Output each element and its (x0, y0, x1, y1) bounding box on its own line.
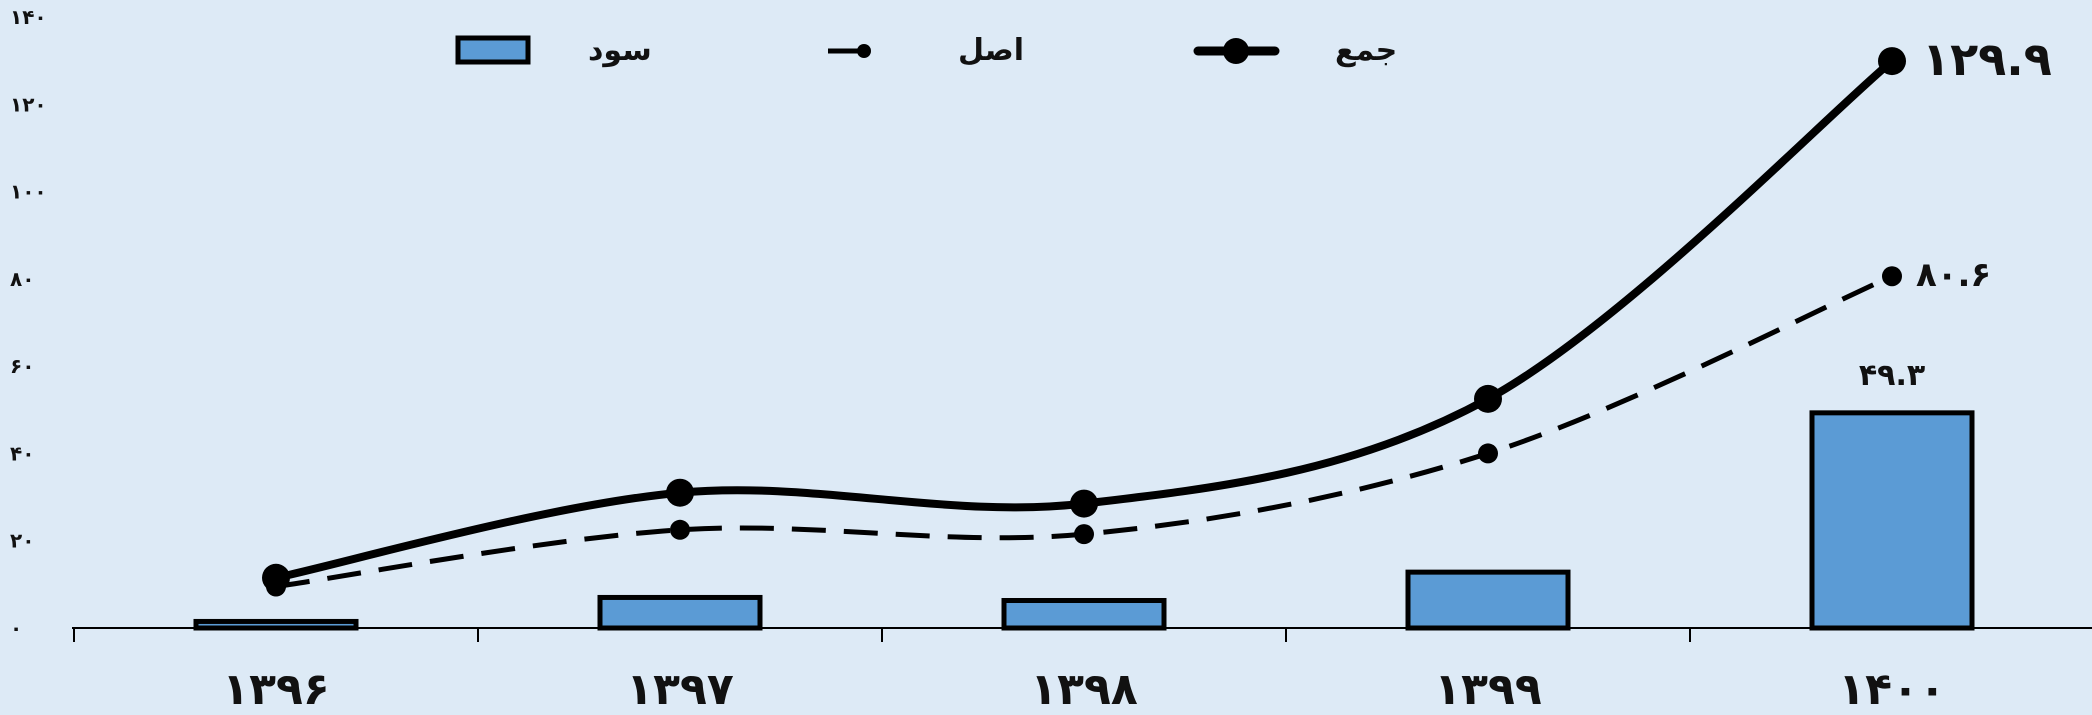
total-point (1474, 384, 1502, 413)
profit-bar (1809, 410, 1975, 631)
x-tick-label: ۱۴۰۰ (1838, 664, 1945, 715)
x-tick-label: ۱۳۹۹ (1434, 664, 1541, 715)
y-tick-label: ۸۰ (10, 267, 34, 291)
data-labels: ۱۲۹.۹ ۸۰.۶ ۴۹.۳ (1859, 32, 2052, 393)
y-tick-label: ۱۲۰ (10, 92, 47, 116)
legend-profit-swatch (455, 35, 531, 65)
y-axis-ticks: ۰ ۲۰ ۴۰ ۶۰ ۸۰ ۱۰۰ ۱۲۰ ۱۴۰ (10, 5, 47, 640)
x-tick-label: ۱۳۹۶ (222, 664, 329, 715)
profit-bar (1405, 569, 1571, 631)
y-tick-label: ۶۰ (10, 354, 34, 378)
y-tick-label: ۱۰۰ (10, 180, 47, 204)
total-point (1878, 47, 1906, 76)
legend-principal-label: اصل (958, 33, 1024, 68)
profit-bar (597, 594, 763, 631)
legend-total-label: جمع (1335, 33, 1397, 68)
total-point (262, 563, 290, 592)
y-tick-label: ۱۴۰ (10, 5, 47, 29)
legend-principal-marker (857, 44, 871, 58)
x-tick-label: ۱۳۹۸ (1030, 664, 1138, 715)
principal-point (1478, 443, 1498, 464)
principal-point (670, 519, 690, 540)
total-data-label: ۱۲۹.۹ (1922, 32, 2052, 86)
profit-bar (193, 618, 359, 631)
y-tick-label: ۴۰ (10, 441, 34, 465)
profit-bar (1001, 598, 1167, 631)
y-tick-label: ۰ (10, 616, 22, 640)
y-tick-label: ۲۰ (10, 529, 34, 553)
profit-bars (193, 410, 1975, 631)
principal-point (1882, 266, 1902, 287)
legend-total-marker (1223, 38, 1249, 64)
principal-point (1074, 524, 1094, 545)
profit-data-label: ۴۹.۳ (1859, 358, 1925, 393)
x-tick-label: ۱۳۹۷ (626, 664, 734, 715)
series-points (262, 47, 1906, 597)
legend: سود اصل جمع (455, 33, 1397, 68)
total-point (1070, 489, 1098, 518)
principal-data-label: ۸۰.۶ (1916, 255, 1991, 295)
total-point (666, 478, 694, 507)
legend-profit-label: سود (588, 33, 652, 68)
